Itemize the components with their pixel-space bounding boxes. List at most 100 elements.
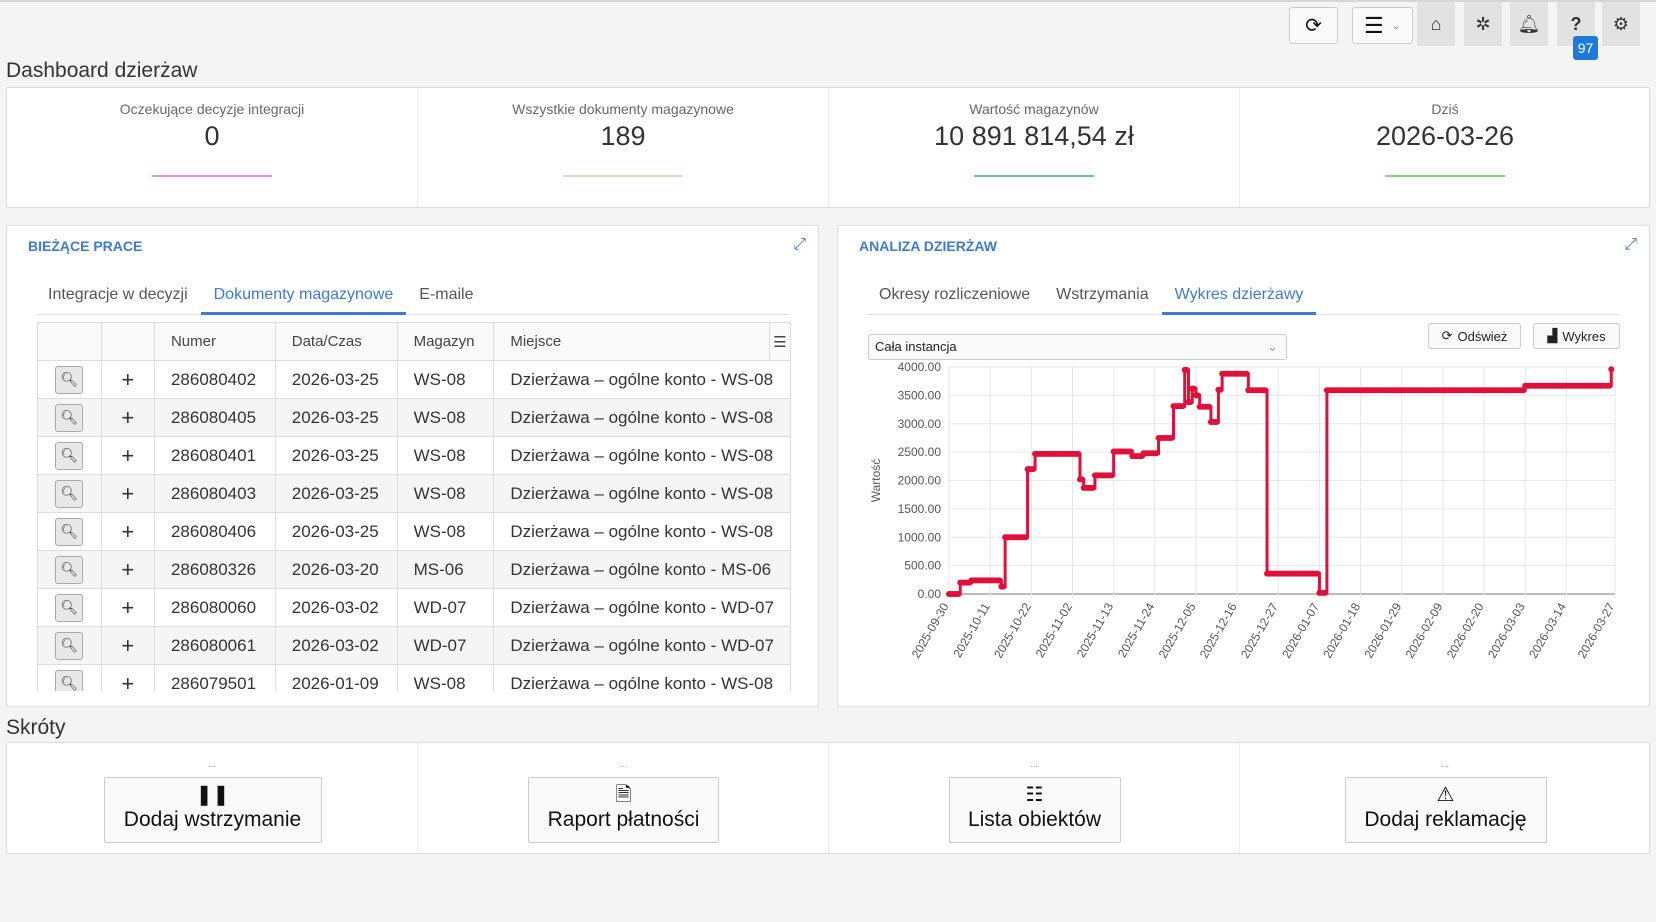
view-button[interactable]: 🔍︎ [55,631,84,660]
plus-icon[interactable]: + [121,670,135,692]
view-button[interactable]: 🔍︎ [55,555,84,584]
table-row: 🔍︎ +286080061 2026-03-02 WD-07 Dzierżawa – o… [37,626,791,665]
x-tick-label: 2026-03-03 [1485,600,1528,660]
table-cell: MS-06 [396,550,495,589]
lease-chart: 0.00 500.00 1000.00 1500.00 2000.00 2500.00 30… [869,361,1618,661]
refresh-button[interactable]: ⟳ [1289,7,1338,44]
home-button[interactable]: ⌂ [1417,2,1455,46]
shortcut-button[interactable]: ❚❚ Dodaj wstrzymanie [103,777,322,843]
plus-icon[interactable]: + [121,366,135,392]
expand-icon[interactable]: ⤢ [1624,236,1637,253]
search-icon: 🔍︎ [60,371,79,387]
table-cell: 286080401 [153,436,276,475]
table-cell: Dzierżawa – ogólne konto - WD-07 [493,588,791,627]
stat-value: 2026-03-26 [1375,121,1515,151]
search-cell: 🔍︎ [37,398,102,437]
search-icon: 🔍︎ [60,447,79,463]
data-point [1206,403,1213,410]
shortcut-tile: ... ⚠ Dodaj reklamację [1240,743,1651,853]
tab[interactable]: Dokumenty magazynowe [200,281,407,315]
column-header[interactable]: Miejsce [493,322,770,361]
data-point [1108,472,1115,479]
table-row: 🔍︎ +286080401 2026-03-25 WS-08 Dzierżawa – o… [37,436,791,475]
plus-icon[interactable]: + [121,556,135,582]
stat-tile: Wartość magazynów 10 891 814,54 zł [829,88,1240,207]
area-chart-icon: ▟ [1547,328,1558,343]
plus-icon[interactable]: + [121,594,135,620]
tab[interactable]: Okresy rozliczeniowe [879,286,1031,303]
view-button[interactable]: 🔍︎ [55,593,84,622]
data-point [996,577,1003,584]
chart-button[interactable]: ▟ Wykres [1533,323,1620,349]
table-cell: 2026-03-25 [274,512,398,551]
notification-badge: 97 [1573,36,1598,60]
magic-wand-icon: ✲ [1475,13,1491,34]
tab[interactable]: Wstrzymania [1056,286,1149,303]
stat-label: Wszystkie dokumenty magazynowe [512,101,734,117]
column-menu-button[interactable]: ☰ [768,322,791,361]
table-cell: Dzierżawa – ogólne konto - WS-08 [493,360,791,399]
y-tick-label: 500.00 [904,559,941,573]
tab[interactable]: Wykres dzierżawy [1161,281,1317,315]
y-tick-label: 2000.00 [898,474,942,488]
notifications-button[interactable]: 🔔︎ [1510,2,1548,46]
settings-button[interactable]: ⚙ [1602,2,1640,46]
shortcut-button[interactable]: ☷ Lista obiektów [948,777,1121,843]
stat-label: Wartość magazynów [969,101,1099,117]
tab[interactable]: E-maile [419,286,474,303]
column-header[interactable]: Data/Czas [274,322,398,361]
expand-row-cell: + [100,512,155,551]
tab[interactable]: Integracje w decyzji [48,286,188,303]
data-point [1608,366,1615,373]
data-point [1030,466,1037,473]
x-tick-label: 2025-12-27 [1238,600,1281,660]
search-icon: 🔍︎ [60,561,79,577]
plus-icon[interactable]: + [121,442,135,468]
table-cell: WS-08 [396,664,495,691]
view-button[interactable]: 🔍︎ [55,365,84,394]
menu-dropdown-button[interactable]: ☰ ⌄ [1352,7,1413,44]
data-point [955,591,962,597]
view-button[interactable]: 🔍︎ [55,669,84,691]
column-header[interactable]: Magazyn [396,322,495,361]
top-border [0,0,1656,2]
stat-value: 0 [204,121,220,151]
view-button[interactable]: 🔍︎ [55,403,84,432]
instance-select[interactable]: Cała instancja ⌄ [868,334,1287,360]
expand-row-cell: + [100,588,155,627]
view-button[interactable]: 🔍︎ [55,517,84,546]
data-point [1127,448,1134,455]
x-tick-label: 2026-03-27 [1575,600,1618,660]
data-point [1217,386,1224,393]
panel-title: BIEŻĄCE PRACE [28,238,143,254]
table-cell: 286079501 [153,664,276,691]
y-tick-label: 2500.00 [898,445,942,459]
shortcut-button[interactable]: ⚠ Dodaj reklamację [1344,777,1547,843]
shortcut-button[interactable]: 🗎 Raport płatności [528,777,719,843]
table-cell: Dzierżawa – ogólne konto - WS-08 [493,474,791,513]
chevron-down-icon: ⌄ [1391,20,1401,32]
refresh-chart-button[interactable]: ⟳ Odśwież [1428,323,1521,349]
search-icon: 🔍︎ [60,637,79,653]
plus-icon[interactable]: + [121,632,135,658]
view-button[interactable]: 🔍︎ [55,441,84,470]
series-line [949,368,1613,596]
stat-value: 189 [600,121,646,151]
plus-icon[interactable]: + [121,518,135,544]
search-cell: 🔍︎ [37,474,102,513]
plus-icon[interactable]: + [121,404,135,430]
plus-icon[interactable]: + [121,480,135,506]
stat-accent-bar [1385,175,1505,177]
button-label: Wykres [1562,328,1606,344]
magic-button[interactable]: ✲ [1464,2,1502,46]
column-header[interactable]: Numer [153,322,276,361]
search-icon: 🔍︎ [60,599,79,615]
expand-icon[interactable]: ⤢ [793,236,806,253]
view-button[interactable]: 🔍︎ [55,479,84,508]
x-tick-label: 2026-03-14 [1526,600,1569,660]
data-point [1191,385,1198,392]
search-icon: 🔍︎ [60,523,79,539]
data-point [1262,387,1269,394]
x-tick-label: 2025-11-13 [1074,600,1117,660]
panel-title: ANALIZA DZIERŻAW [859,238,997,254]
